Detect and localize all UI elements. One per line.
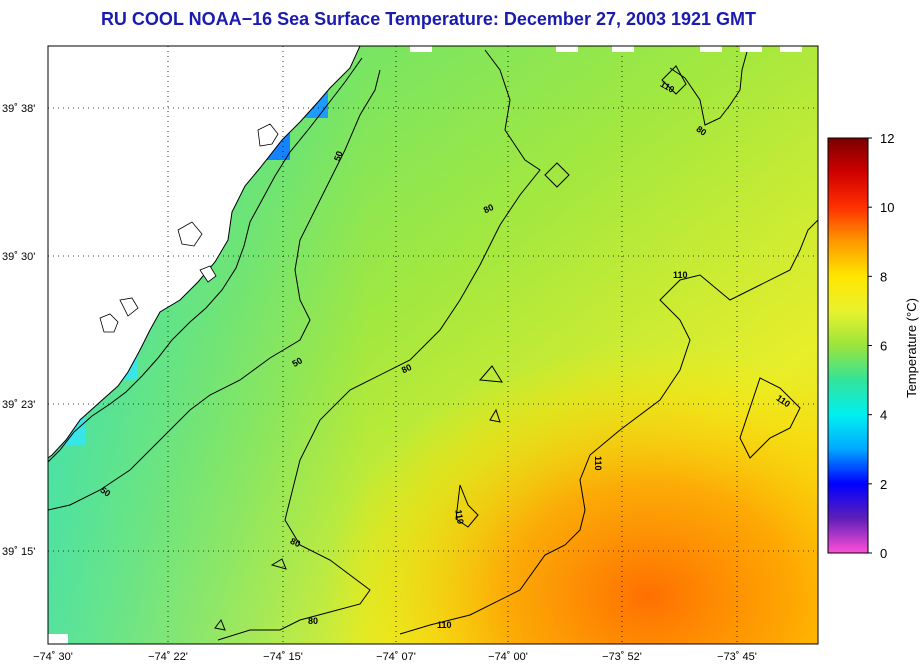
contour-label: 110	[673, 270, 688, 280]
map-title: RU COOL NOAA−16 Sea Surface Temperature:…	[100, 9, 757, 29]
lon-label: −74˚ 00'	[488, 651, 528, 663]
colorbar-tick-label: 12	[880, 131, 894, 146]
contour-label: 80	[289, 536, 302, 549]
colorbar-scale	[827, 137, 869, 554]
graticule	[48, 46, 818, 644]
contour-label: 110	[453, 509, 465, 525]
colorbar-tick-label: 4	[880, 408, 887, 423]
no-data-cells	[48, 46, 802, 644]
land-mass	[48, 46, 361, 459]
contour-label: 50	[332, 150, 345, 163]
contour-small-2	[214, 618, 226, 631]
colorbar-tick-label: 0	[880, 546, 887, 561]
colorbar-tick-label: 8	[880, 269, 887, 284]
contour-label: 80	[308, 616, 318, 626]
lat-label: 39˚ 38'	[2, 103, 35, 115]
colorbar-ticks: 12 10 8 6 4 2 0	[868, 131, 894, 561]
latitude-labels: 39˚ 38' 39˚ 30' 39˚ 23' 39˚ 15'	[2, 103, 35, 558]
contour-110-sw	[739, 377, 801, 459]
contour-110-east	[399, 219, 818, 635]
marsh-islands	[99, 123, 279, 333]
longitude-labels: −74˚ 30' −74˚ 22' −74˚ 15' −74˚ 07' −74˚…	[33, 651, 757, 663]
lon-label: −74˚ 07'	[376, 651, 416, 663]
map-frame	[47, 45, 819, 645]
colorbar-tick-label: 2	[880, 477, 887, 492]
contour-label: 80	[482, 202, 495, 215]
contour-small-1	[270, 558, 287, 570]
contour-80-loop	[544, 162, 570, 188]
colorbar-tick-label: 10	[880, 200, 894, 215]
lon-label: −74˚ 15'	[263, 651, 303, 663]
contour-110-loop1	[455, 484, 479, 528]
contour-label: 50	[98, 485, 112, 499]
contour-label: 80	[694, 124, 708, 138]
contour-label: 110	[437, 620, 452, 630]
contour-110-top	[661, 65, 687, 95]
contour-label: 110	[593, 456, 603, 471]
colorbar-label: Temperature (°C)	[904, 298, 919, 398]
contour-small-3	[489, 408, 501, 423]
contour-label: 80	[400, 362, 413, 375]
lat-label: 39˚ 15'	[2, 546, 35, 558]
colorbar-tick-label: 6	[880, 339, 887, 354]
lat-label: 39˚ 23'	[2, 399, 35, 411]
contour-80-west	[217, 49, 541, 641]
lon-label: −73˚ 45'	[717, 651, 757, 663]
barrier-island	[48, 57, 363, 463]
contour-label: 50	[290, 355, 304, 369]
contour-80-north	[669, 47, 749, 126]
lon-label: −74˚ 22'	[148, 651, 188, 663]
contour-110-loop2	[478, 365, 503, 383]
lon-label: −74˚ 30'	[33, 651, 73, 663]
lat-label: 39˚ 30'	[2, 251, 35, 263]
contours	[48, 47, 818, 641]
lon-label: −73˚ 52'	[602, 651, 642, 663]
contour-50	[48, 69, 381, 511]
